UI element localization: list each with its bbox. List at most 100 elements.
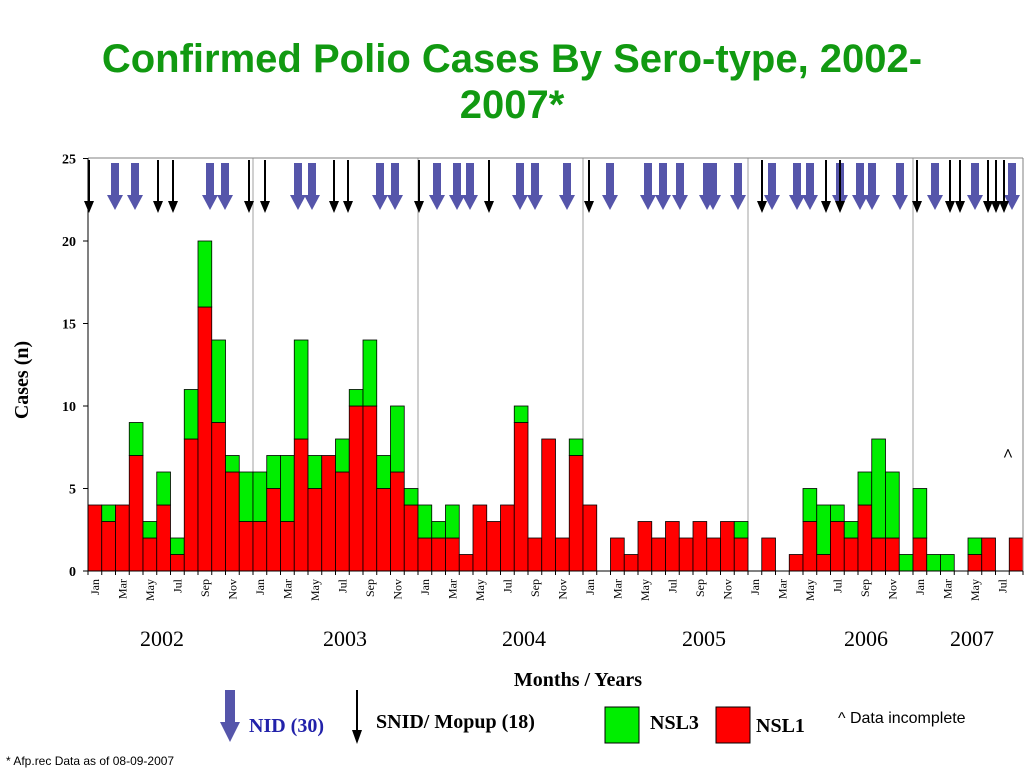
bar-nsl3 <box>307 455 323 489</box>
bar-nsl3 <box>431 521 446 539</box>
month-label: Nov <box>720 579 734 600</box>
month-label: Mar <box>775 579 789 599</box>
bar-nsl1 <box>637 521 653 572</box>
nid-arrow-icon <box>764 163 780 210</box>
bar-nsl1 <box>197 306 213 572</box>
bar-nsl3 <box>967 537 983 555</box>
nid-arrow-icon <box>655 163 671 210</box>
bar-nsl1 <box>376 488 391 572</box>
bar-nsl1 <box>335 471 350 572</box>
page-title: Confirmed Polio Cases By Sero-type, 2002… <box>0 36 1024 128</box>
bar-nsl1 <box>252 521 268 572</box>
year-label: 2004 <box>502 626 546 651</box>
snid-arrow-icon <box>835 160 845 213</box>
nid-arrow-icon <box>290 163 306 210</box>
bar-nsl3 <box>403 488 419 506</box>
bar-nsl3 <box>335 438 350 473</box>
month-label: May <box>473 579 487 601</box>
bar-nsl3 <box>513 405 529 423</box>
axes <box>83 157 1024 575</box>
bar-nsl3 <box>568 438 584 456</box>
bar-nsl1 <box>225 471 240 572</box>
legend-nid-arrow-icon <box>220 690 240 742</box>
bar-nsl1 <box>527 537 543 572</box>
month-label: Nov <box>390 579 404 600</box>
bar-nsl3 <box>142 521 158 539</box>
bars <box>87 240 1024 572</box>
bar-nsl1 <box>555 537 570 572</box>
bar-nsl1 <box>500 504 515 572</box>
y-tick-label: 10 <box>62 400 76 415</box>
legend-snid-label: SNID/ Mopup (18) <box>376 711 535 733</box>
bar-nsl3 <box>252 471 268 522</box>
y-tick-label: 20 <box>62 235 76 250</box>
bar-nsl1 <box>266 488 281 572</box>
y-tick-label: 0 <box>69 565 76 580</box>
nid-arrow-icon <box>892 163 908 210</box>
nid-arrow-icon <box>602 163 618 210</box>
snid-arrow-icon <box>955 160 965 213</box>
month-label: Jan <box>583 579 597 595</box>
bar-nsl3 <box>830 504 845 522</box>
nid-arrow-icon <box>527 163 543 210</box>
month-label: Jul <box>995 578 1009 593</box>
month-label: Mar <box>940 579 954 599</box>
incomplete-marker: ^ <box>1003 445 1013 465</box>
month-label: May <box>803 579 817 601</box>
month-label: May <box>143 579 157 601</box>
snid-arrow-icon <box>757 160 767 213</box>
bar-nsl1 <box>912 537 928 572</box>
snid-arrow-icon <box>343 160 353 213</box>
month-label: Jan <box>88 579 102 595</box>
legend-nsl1-swatch <box>715 706 751 744</box>
x-axis-label: Months / Years <box>514 669 642 691</box>
nid-arrow-icon <box>429 163 445 210</box>
nid-arrow-icon <box>387 163 403 210</box>
snid-arrow-icon <box>983 160 993 213</box>
bar-nsl3 <box>898 554 914 572</box>
nid-arrow-icon <box>967 163 983 210</box>
nid-arrow-icon <box>449 163 465 210</box>
bar-nsl3 <box>238 471 254 522</box>
bar-nsl1 <box>238 521 254 572</box>
bar-nsl3 <box>197 240 213 308</box>
bar-nsl3 <box>940 554 955 572</box>
snid-arrow-icon <box>260 160 270 213</box>
month-label: May <box>308 579 322 601</box>
bar-nsl1 <box>403 504 419 572</box>
bar-nsl1 <box>115 504 130 572</box>
y-tick-label: 15 <box>62 318 76 333</box>
year-label: 2006 <box>844 626 888 651</box>
bar-nsl1 <box>568 455 584 572</box>
footnote: * Afp.rec Data as of 08-09-2007 <box>6 754 174 768</box>
year-label: 2003 <box>323 626 367 651</box>
bar-nsl1 <box>431 537 446 572</box>
nid-arrow-icon <box>802 163 818 210</box>
snid-arrow-icon <box>329 160 339 213</box>
snid-arrow-icon <box>991 160 1001 213</box>
month-label: Jan <box>748 579 762 595</box>
month-label: Mar <box>610 579 624 599</box>
month-label: Mar <box>115 579 129 599</box>
bar-nsl3 <box>156 471 171 506</box>
bar-nsl3 <box>211 339 226 423</box>
snid-arrow-icon <box>821 160 831 213</box>
snid-arrow-icon <box>999 160 1009 213</box>
bar-nsl3 <box>843 521 859 539</box>
month-label: Sep <box>528 579 542 597</box>
bar-nsl3 <box>293 339 309 440</box>
bar-nsl1 <box>981 537 996 572</box>
legend-nid-label: NID (30) <box>249 715 324 737</box>
nid-arrow-icon <box>705 163 721 210</box>
bar-nsl1 <box>788 554 804 572</box>
snid-arrow-icon <box>168 160 178 213</box>
nid-arrow-icon <box>789 163 805 210</box>
bar-nsl3 <box>816 504 831 555</box>
bar-nsl1 <box>706 537 721 572</box>
y-tick-label: 25 <box>62 153 76 168</box>
axis-labels: 0 5 10 15 20 25 Jan Mar May Jul Sep Nov Jan Mar May Jul… <box>62 153 1009 652</box>
nid-arrow-icon <box>852 163 868 210</box>
bar-nsl1 <box>830 521 845 572</box>
bar-nsl1 <box>665 521 680 572</box>
